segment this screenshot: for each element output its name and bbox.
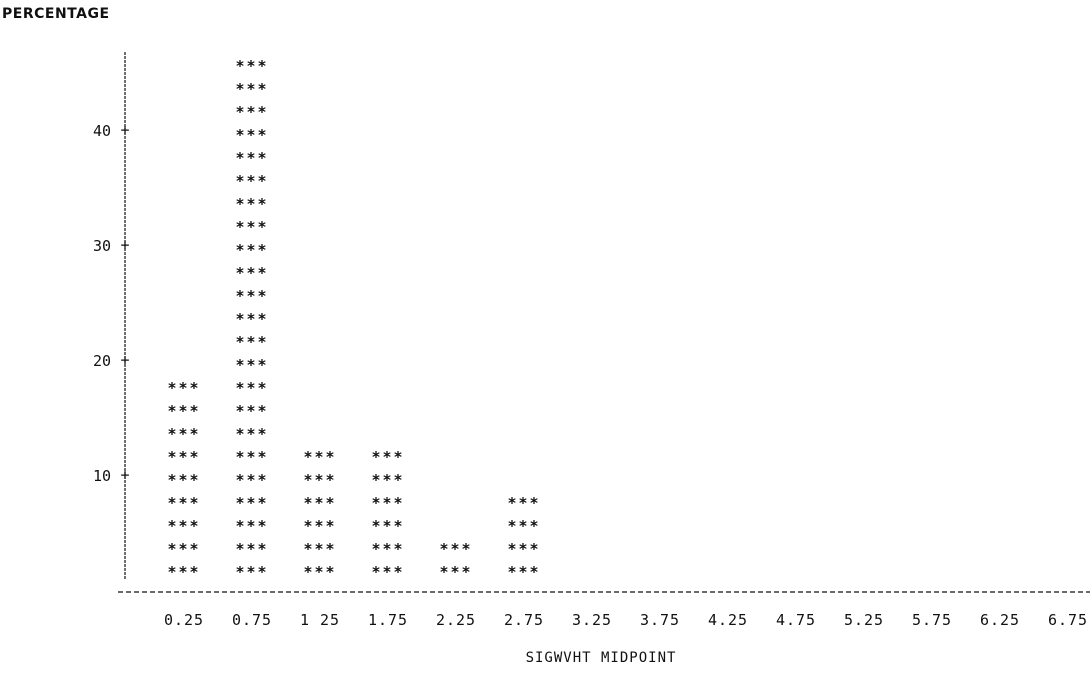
y-tick-label: 20 bbox=[93, 352, 111, 370]
bar-mark-row: *** bbox=[235, 494, 268, 512]
bar-mark-row: *** bbox=[371, 517, 404, 535]
bar-mark-row: *** bbox=[235, 172, 268, 190]
x-tick-label: 5.25 bbox=[844, 611, 884, 629]
bar-mark-row: *** bbox=[167, 402, 200, 420]
bar-mark-row: *** bbox=[371, 494, 404, 512]
bar-mark-row: *** bbox=[235, 241, 268, 259]
bar-mark-row: *** bbox=[167, 379, 200, 397]
bar-mark-row: *** bbox=[235, 402, 268, 420]
y-tick-mark: + bbox=[120, 466, 129, 484]
bar-mark-row: *** bbox=[303, 471, 336, 489]
bar-mark-row: *** bbox=[167, 563, 200, 581]
bar-mark-row: *** bbox=[167, 540, 200, 558]
y-tick-mark: + bbox=[120, 351, 129, 369]
x-tick-label: 0.75 bbox=[232, 611, 272, 629]
bar-mark-row: *** bbox=[439, 540, 472, 558]
bar-mark-row: *** bbox=[235, 264, 268, 282]
bar-mark-row: *** bbox=[235, 149, 268, 167]
bar-mark-row: *** bbox=[235, 333, 268, 351]
y-tick-mark: + bbox=[120, 236, 129, 254]
x-tick-label: 3.75 bbox=[640, 611, 680, 629]
bar-mark-row: *** bbox=[439, 563, 472, 581]
bar-025: *** *** *** *** *** *** *** *** *** bbox=[167, 379, 200, 581]
bar-mark-row: *** bbox=[235, 356, 268, 374]
bar-175: *** *** *** *** *** *** bbox=[371, 448, 404, 581]
bar-mark-row: *** bbox=[167, 494, 200, 512]
bar-mark-row: *** bbox=[507, 540, 540, 558]
bar-mark-row: *** bbox=[235, 379, 268, 397]
bar-225: *** *** bbox=[439, 540, 472, 581]
bar-mark-row: *** bbox=[235, 471, 268, 489]
bar-mark-row: *** bbox=[303, 448, 336, 466]
bar-mark-row: *** bbox=[167, 448, 200, 466]
bar-075: *** *** *** *** *** *** *** *** *** *** *** *** *** *… bbox=[235, 57, 268, 581]
bar-mark-row: *** bbox=[235, 80, 268, 98]
bar-mark-row: *** bbox=[303, 563, 336, 581]
bar-275: *** *** *** *** bbox=[507, 494, 540, 581]
bar-mark-row: *** bbox=[235, 195, 268, 213]
bar-mark-row: *** bbox=[235, 310, 268, 328]
bar-mark-row: *** bbox=[303, 540, 336, 558]
x-tick-label: 0.25 bbox=[164, 611, 204, 629]
x-tick-label: 4.75 bbox=[776, 611, 816, 629]
bar-mark-row: *** bbox=[167, 517, 200, 535]
bar-mark-row: *** bbox=[235, 126, 268, 144]
chart-plot-area: +10 +20 +30 +40 0.25 0.75 1 25 1.75 2.25 2.75 3.25… bbox=[93, 52, 1090, 629]
bar-mark-row: *** bbox=[371, 448, 404, 466]
bar-mark-row: *** bbox=[235, 425, 268, 443]
bar-mark-row: *** bbox=[235, 218, 268, 236]
bar-mark-row: *** bbox=[303, 517, 336, 535]
y-tick-label: 40 bbox=[93, 122, 111, 140]
bar-mark-row: *** bbox=[167, 471, 200, 489]
bar-mark-row: *** bbox=[371, 471, 404, 489]
y-tick-label: 10 bbox=[93, 467, 111, 485]
y-tick-mark: + bbox=[120, 121, 129, 139]
bar-mark-row: *** bbox=[235, 563, 268, 581]
x-tick-label: 1 25 bbox=[300, 611, 340, 629]
bar-mark-row: *** bbox=[235, 57, 268, 75]
x-tick-label: 4.25 bbox=[708, 611, 748, 629]
y-axis-label: PERCENTAGE bbox=[2, 6, 110, 22]
x-axis-label: SIGWVHT MIDPOINT bbox=[525, 650, 677, 666]
bar-mark-row: *** bbox=[235, 103, 268, 121]
x-tick-label: 3.25 bbox=[572, 611, 612, 629]
bar-mark-row: *** bbox=[371, 540, 404, 558]
bar-mark-row: *** bbox=[235, 517, 268, 535]
x-tick-label: 6.75 bbox=[1048, 611, 1088, 629]
bar-125: *** *** *** *** *** *** bbox=[303, 448, 336, 581]
bar-mark-row: *** bbox=[235, 540, 268, 558]
y-tick-label: 30 bbox=[93, 237, 111, 255]
bar-mark-row: *** bbox=[303, 494, 336, 512]
x-tick-label: 6.25 bbox=[980, 611, 1020, 629]
x-tick-label: 1.75 bbox=[368, 611, 408, 629]
bar-mark-row: *** bbox=[371, 563, 404, 581]
bar-mark-row: *** bbox=[507, 517, 540, 535]
x-tick-label: 2.25 bbox=[436, 611, 476, 629]
bar-mark-row: *** bbox=[235, 287, 268, 305]
x-tick-label: 2.75 bbox=[504, 611, 544, 629]
bar-mark-row: *** bbox=[507, 494, 540, 512]
x-tick-label: 5.75 bbox=[912, 611, 952, 629]
bar-mark-row: *** bbox=[235, 448, 268, 466]
bar-mark-row: *** bbox=[167, 425, 200, 443]
bar-mark-row: *** bbox=[507, 563, 540, 581]
